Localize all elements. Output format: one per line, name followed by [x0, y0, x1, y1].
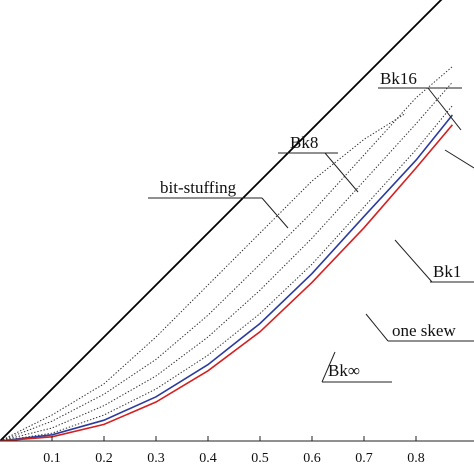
series-line-unlabeled-3: [0, 81, 453, 441]
x-tick-label: 0.6: [303, 451, 321, 466]
leader-bit-stuffing-pointer: [261, 197, 289, 229]
x-tick-label: 0.3: [147, 451, 165, 466]
x-ticks: 0.1 0.2 0.3 0.4 0.5 0.6 0.7 0.8: [43, 436, 425, 466]
series-line-unlabeled-4: [0, 105, 453, 441]
series-layer: [0, 0, 454, 441]
series-line-bk16: [0, 66, 453, 441]
annotation-bit-stuffing: bit-stuffing: [160, 178, 237, 197]
leader-upper-right: [444, 149, 474, 169]
annotation-bk-inf: Bk∞: [328, 361, 360, 380]
series-line-bit-stuffing: [0, 0, 443, 441]
annotation-bk1: Bk1: [433, 262, 461, 281]
leader-one-skew-pointer: [365, 313, 389, 342]
annotation-leaders: [148, 87, 474, 383]
annotation-one-skew: one skew: [392, 321, 456, 340]
x-tick-label: 0.2: [95, 451, 113, 466]
leader-bk8-pointer: [324, 152, 359, 193]
x-tick-label: 0.1: [43, 451, 61, 466]
plot-area: [0, 0, 454, 441]
x-tick-label: 0.4: [199, 451, 217, 466]
series-line-bk8: [0, 112, 406, 441]
leader-bk1-pointer: [394, 239, 433, 283]
series-line-bk: [0, 124, 454, 441]
x-tick-label: 0.5: [251, 451, 269, 466]
annotation-labels: Bk16 Bk8 bit-stuffing Bk1 one skew Bk∞: [160, 69, 461, 380]
annotation-bk8: Bk8: [290, 133, 318, 152]
series-line-one-skew: [0, 114, 454, 441]
leader-bk-inf-pointer: [321, 351, 336, 383]
annotation-bk16: Bk16: [380, 69, 417, 88]
x-tick-label: 0.8: [407, 451, 425, 466]
leader-bk16-pointer: [427, 87, 462, 131]
x-tick-label: 0.7: [355, 451, 373, 466]
